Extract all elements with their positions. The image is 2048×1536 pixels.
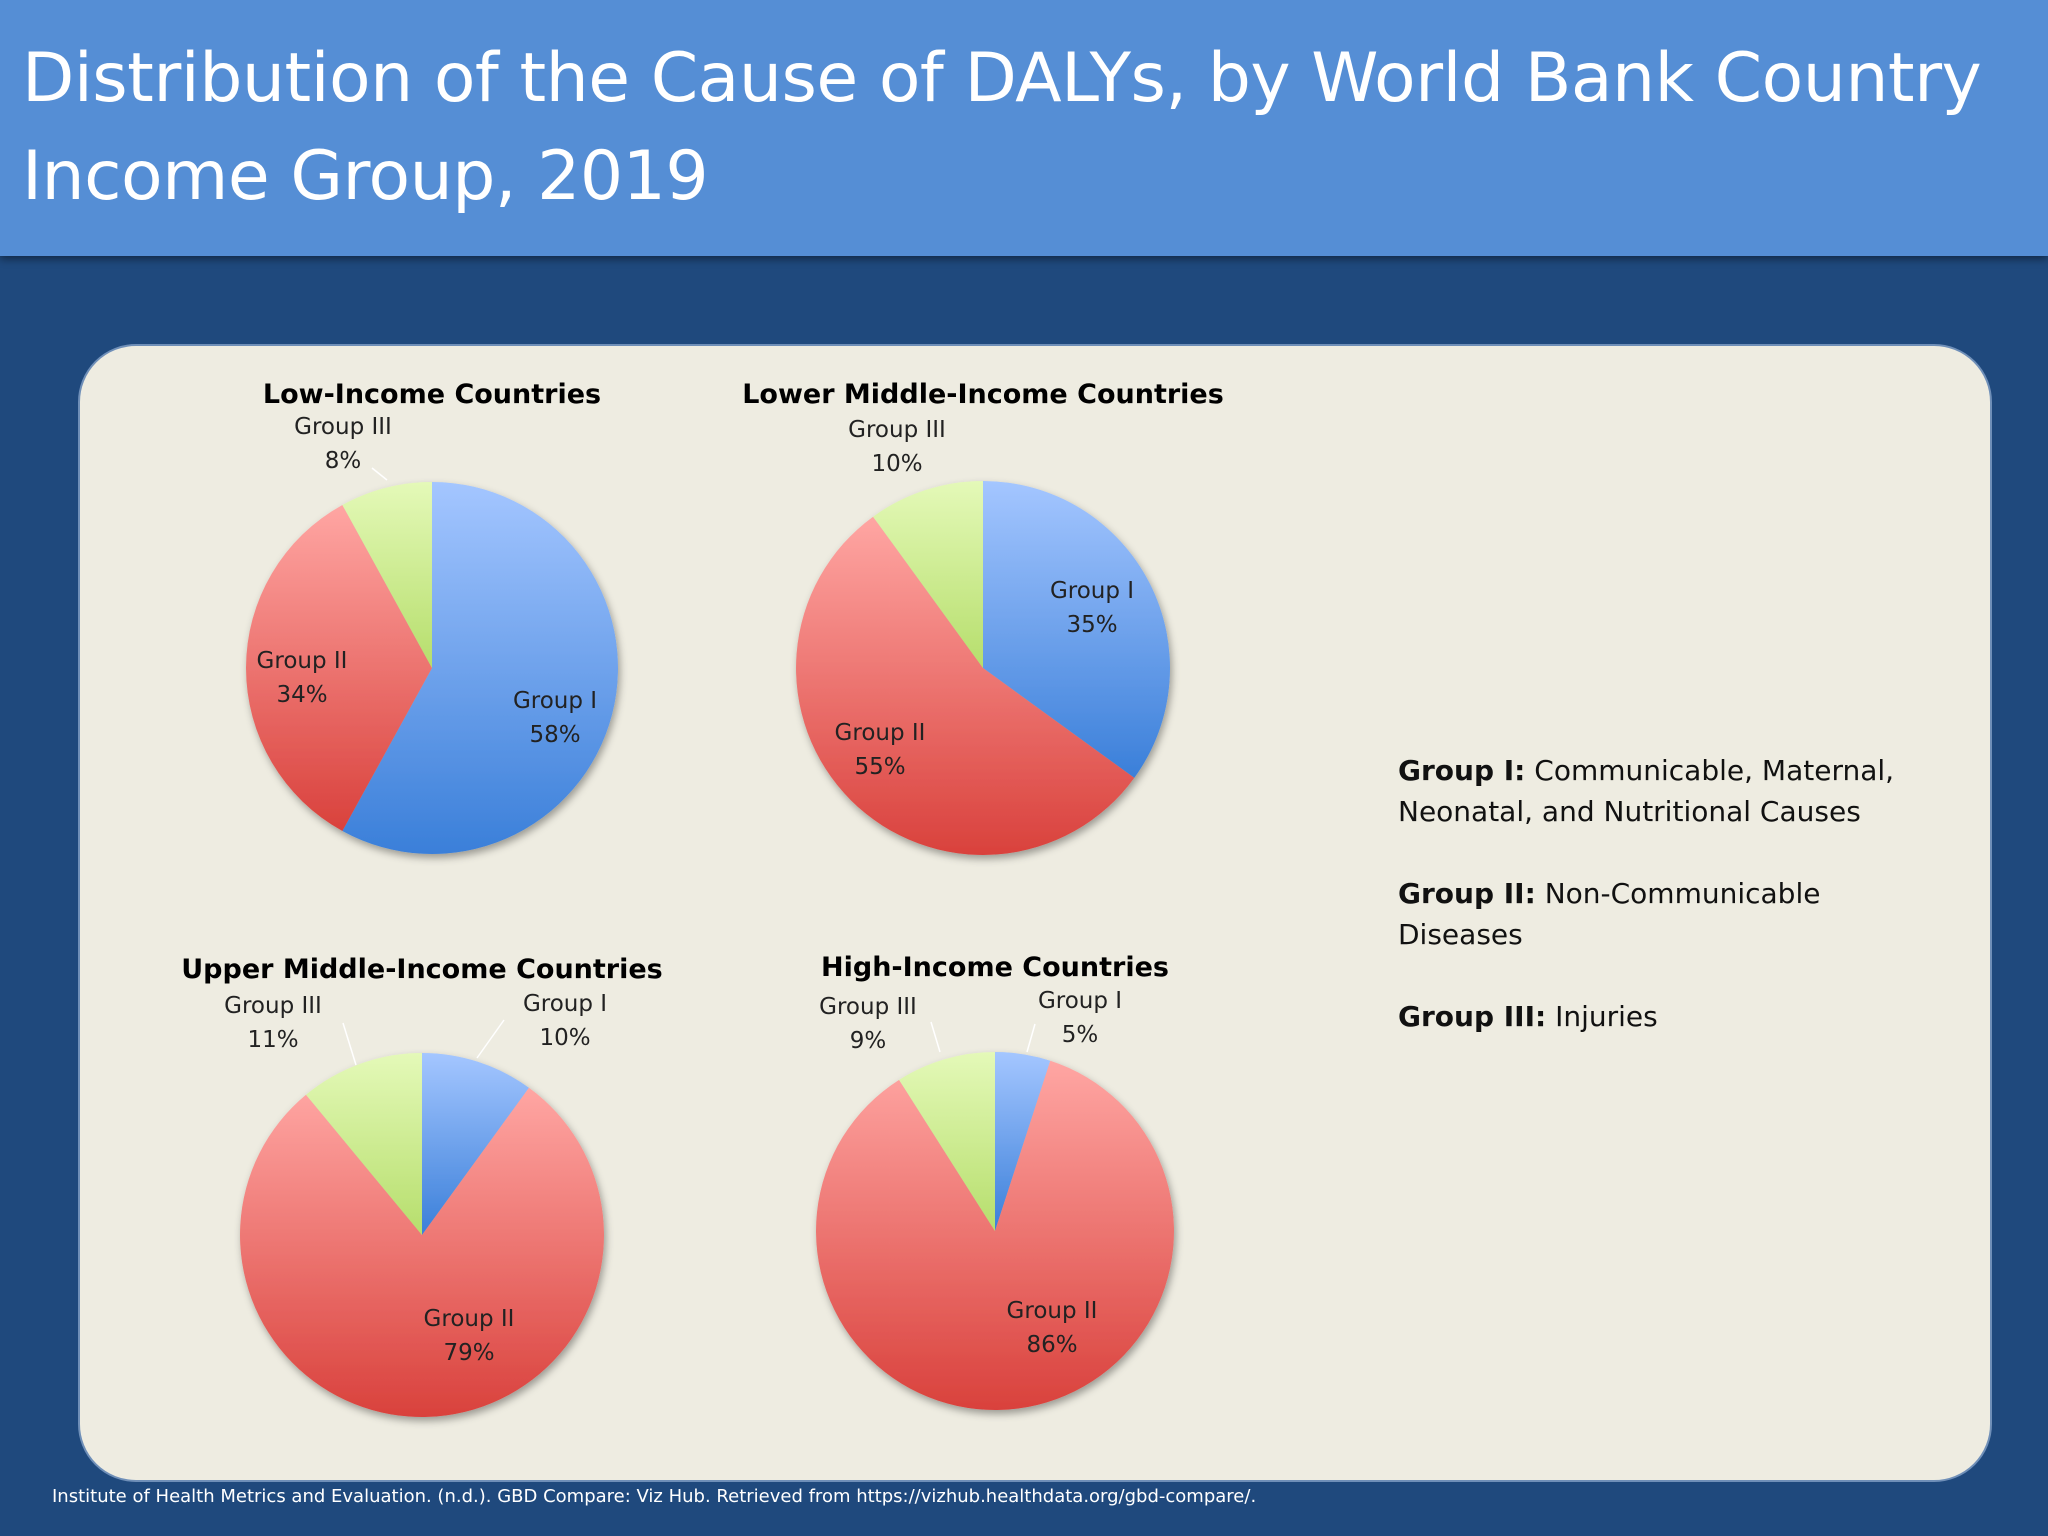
citation: Institute of Health Metrics and Evaluati…	[52, 1486, 1257, 1507]
leader-line	[1026, 1023, 1036, 1053]
slide-title: Distribution of the Cause of DALYs, by W…	[22, 39, 1982, 216]
data-label: Group I 10%	[523, 991, 607, 1051]
legend-desc: Injuries	[1555, 1000, 1658, 1033]
slice-group-ii	[246, 505, 432, 831]
legend-desc: Communicable, Maternal, Neonatal, and Nu…	[1398, 754, 1895, 828]
data-label: Group III 9%	[819, 994, 917, 1054]
slice-group-i	[422, 1053, 529, 1235]
legend: Group I: Communicable, Maternal, Neonata…	[1398, 750, 1918, 1078]
legend-item-group-i: Group I: Communicable, Maternal, Neonata…	[1398, 750, 1918, 832]
title-bar: Distribution of the Cause of DALYs, by W…	[0, 0, 2048, 256]
slice-group-iii	[305, 1053, 422, 1235]
data-label: Group I 35%	[1050, 578, 1134, 638]
leader-line	[930, 1021, 941, 1053]
data-label: Group III 8%	[294, 414, 392, 474]
data-label: Group II 79%	[424, 1306, 515, 1366]
legend-desc: Non-Communicable Diseases	[1398, 877, 1821, 951]
leader-line	[342, 1022, 357, 1066]
slice-group-iii	[873, 481, 983, 668]
slice-group-ii	[240, 1087, 605, 1418]
slice-group-ii	[796, 516, 1135, 855]
pie-slices	[796, 481, 1171, 855]
legend-term: Group III:	[1398, 1000, 1547, 1033]
slice-group-iii	[899, 1052, 995, 1231]
pie-chart: Upper Middle-Income Countries Group I 10% G…	[181, 954, 663, 1418]
data-label: Group II 86%	[1007, 1298, 1098, 1358]
chart-title: High-Income Countries	[821, 952, 1169, 983]
data-label: Group II 34%	[257, 648, 348, 708]
legend-term: Group II:	[1398, 877, 1536, 910]
pie-chart: Lower Middle-Income Countries Group I 35% G…	[742, 379, 1224, 855]
pie-chart: Low-Income Countries Group I 58% Group II 34…	[246, 379, 619, 854]
leader-line	[371, 467, 388, 481]
pie-chart: High-Income Countries Group I 5% Group II 86…	[816, 952, 1175, 1411]
data-label: Group III 10%	[848, 417, 946, 477]
data-label: Group III 11%	[224, 993, 322, 1053]
data-label: Group I 58%	[513, 688, 597, 748]
slice-group-i	[342, 481, 619, 854]
slice-group-ii	[816, 1060, 1175, 1411]
data-label: Group II 55%	[835, 720, 926, 780]
slice-group-i	[983, 481, 1171, 778]
pie-slices	[816, 1052, 1175, 1411]
pie-slices	[246, 481, 619, 854]
pie-slices	[240, 1053, 605, 1418]
leader-line	[476, 1019, 505, 1059]
chart-title: Lower Middle-Income Countries	[742, 379, 1224, 410]
slice-group-i	[995, 1052, 1051, 1231]
legend-item-group-iii: Group III: Injuries	[1398, 996, 1918, 1037]
chart-title: Low-Income Countries	[263, 379, 601, 410]
legend-item-group-ii: Group II: Non-Communicable Diseases	[1398, 873, 1918, 955]
legend-term: Group I:	[1398, 754, 1526, 787]
chart-title: Upper Middle-Income Countries	[181, 954, 663, 985]
slice-group-iii	[342, 482, 432, 668]
data-label: Group I 5%	[1038, 988, 1122, 1048]
